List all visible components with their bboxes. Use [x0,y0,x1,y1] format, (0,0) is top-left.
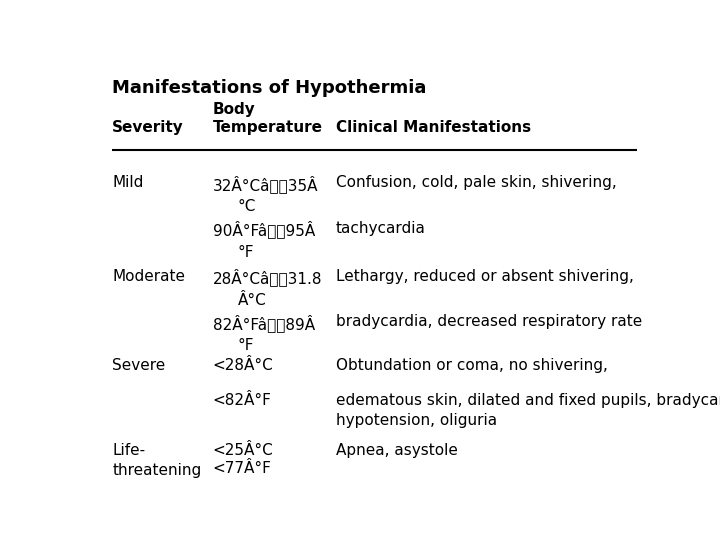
Text: °F: °F [238,339,254,353]
Text: Lethargy, reduced or absent shivering,: Lethargy, reduced or absent shivering, [336,268,634,284]
Text: bradycardia, decreased respiratory rate: bradycardia, decreased respiratory rate [336,314,642,329]
Text: <82Â°F: <82Â°F [213,393,271,408]
Text: Life-
threatening: Life- threatening [112,443,202,478]
Text: Severe: Severe [112,358,166,373]
Text: Clinical Manifestations: Clinical Manifestations [336,120,531,136]
Text: tachycardia: tachycardia [336,221,426,236]
Text: 82Â°Fâ89Â: 82Â°Fâ89Â [213,314,315,332]
Text: °F: °F [238,245,254,260]
Text: 28Â°Câ31.8: 28Â°Câ31.8 [213,268,323,286]
Text: Â°C: Â°C [238,293,266,308]
Text: edematous skin, dilated and fixed pupils, bradycardia,
hypotension, oliguria: edematous skin, dilated and fixed pupils… [336,393,720,428]
Text: °C: °C [238,199,256,214]
Text: Moderate: Moderate [112,268,185,284]
Text: Body: Body [213,102,256,117]
Text: Severity: Severity [112,120,184,136]
Text: Manifestations of Hypothermia: Manifestations of Hypothermia [112,79,427,97]
Text: Mild: Mild [112,175,144,190]
Text: 90Â°Fâ95Â: 90Â°Fâ95Â [213,221,315,239]
Text: <25Â°C
<77Â°F: <25Â°C <77Â°F [213,443,274,476]
Text: Apnea, asystole: Apnea, asystole [336,443,457,458]
Text: <28Â°C: <28Â°C [213,358,274,373]
Text: Confusion, cold, pale skin, shivering,: Confusion, cold, pale skin, shivering, [336,175,616,190]
Text: Obtundation or coma, no shivering,: Obtundation or coma, no shivering, [336,358,608,373]
Text: Temperature: Temperature [213,120,323,136]
Text: 32Â°Câ35Â: 32Â°Câ35Â [213,175,318,193]
